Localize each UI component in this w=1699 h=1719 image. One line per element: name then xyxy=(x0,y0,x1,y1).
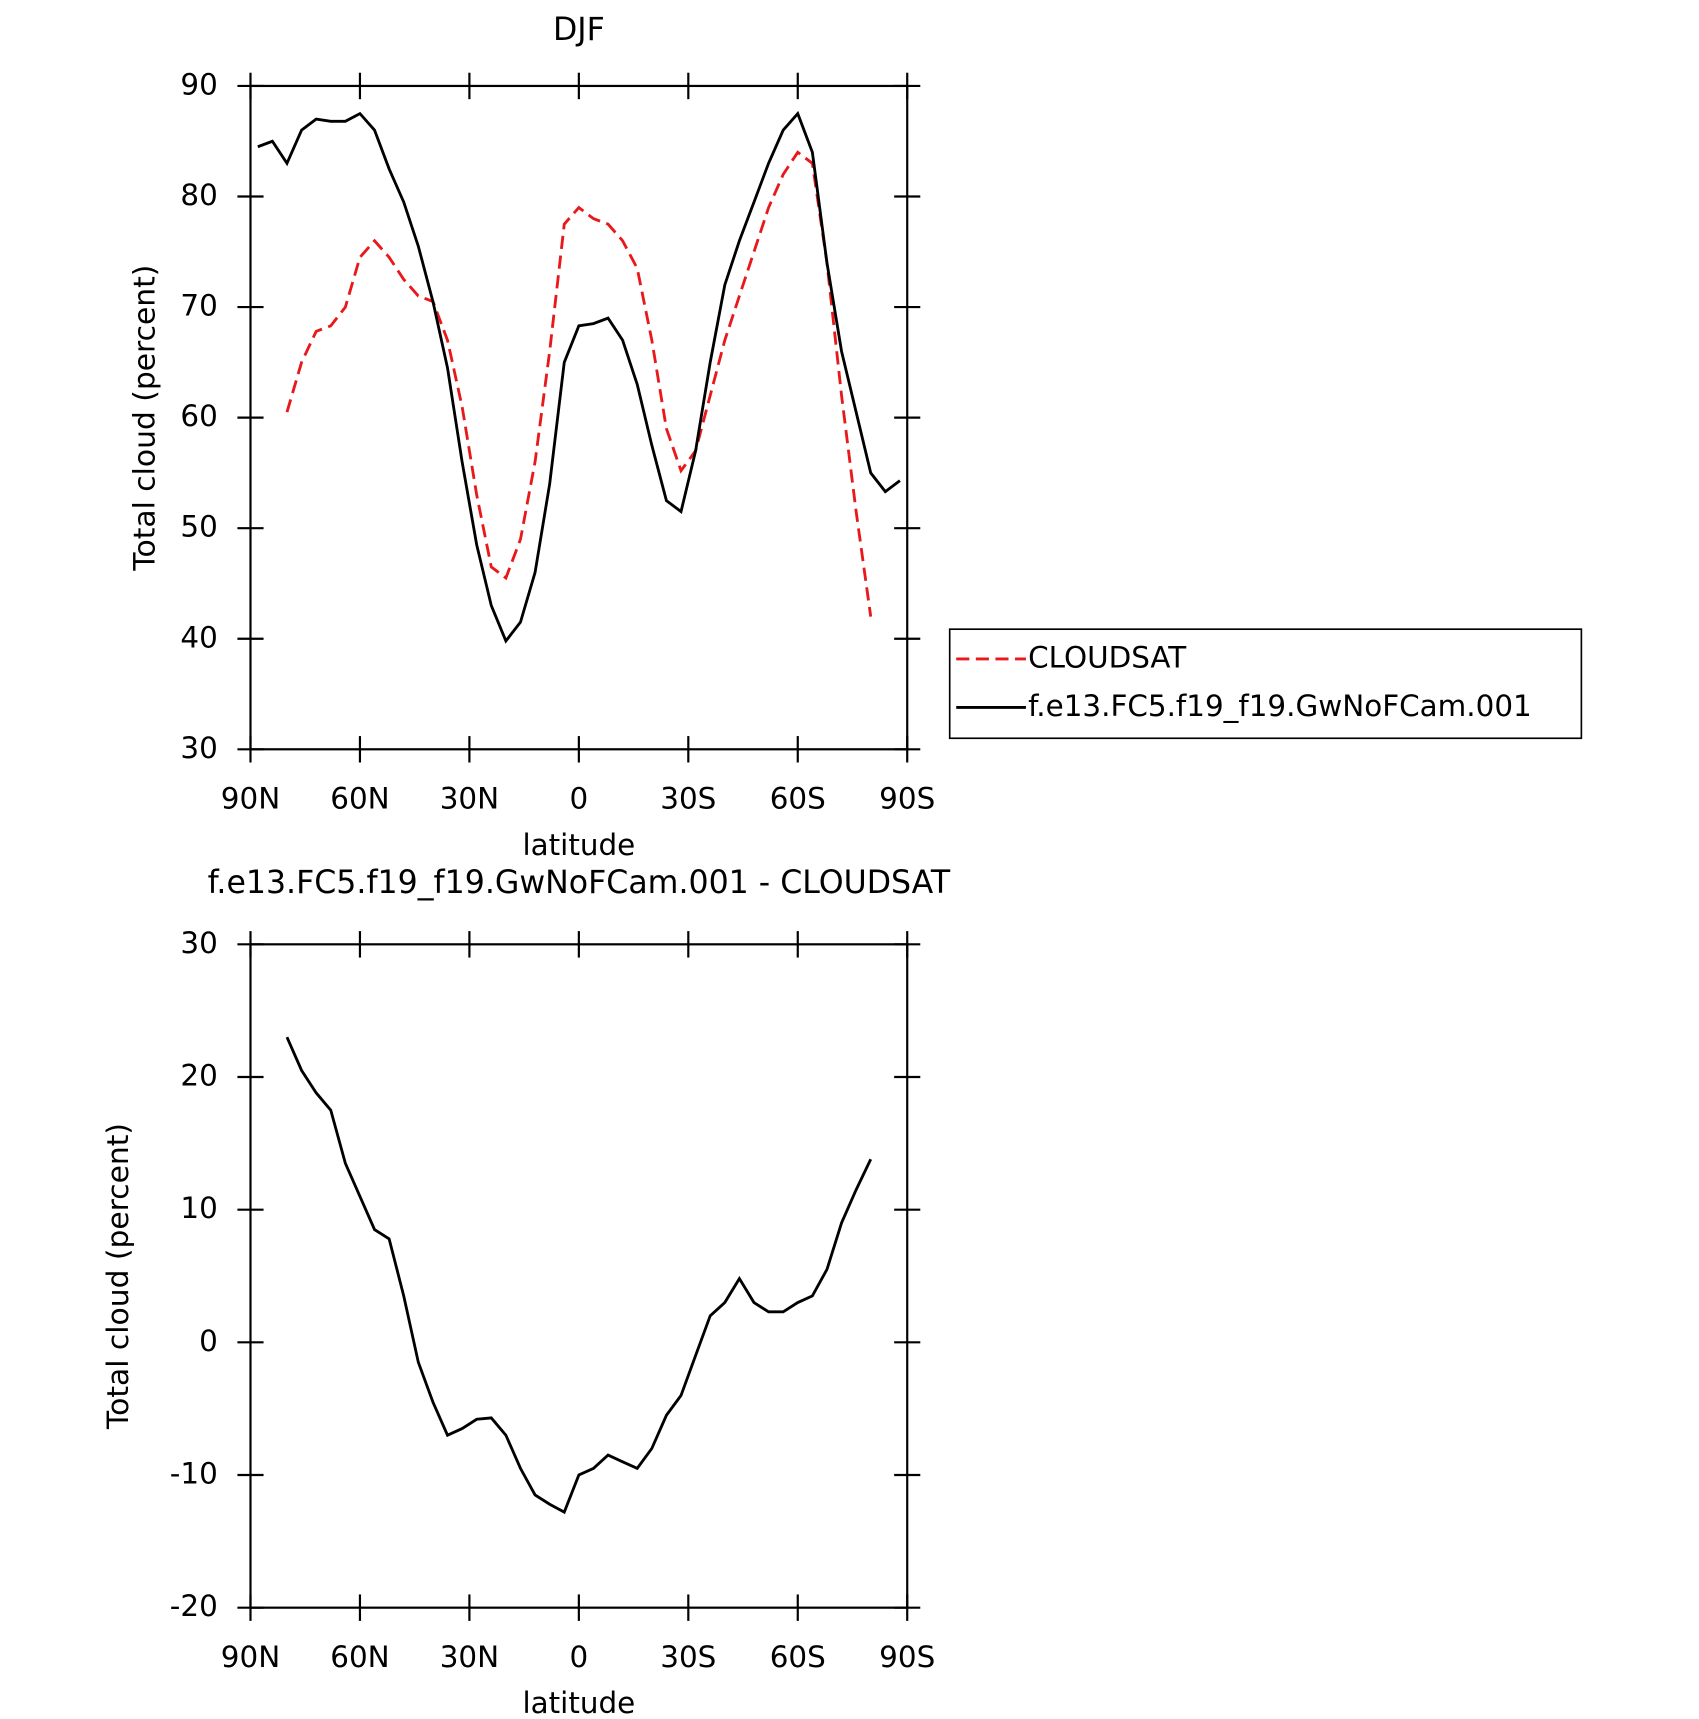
x-tick-label: 30S xyxy=(660,1640,716,1674)
plot-frame xyxy=(249,943,909,1609)
legend-label: CLOUDSAT xyxy=(1028,640,1187,674)
x-tick-label: 60N xyxy=(330,781,389,815)
y-tick-label: 0 xyxy=(199,1324,218,1358)
y-tick-label: 80 xyxy=(180,178,217,212)
x-tick-label: 0 xyxy=(570,1640,589,1674)
legend-box xyxy=(948,628,1583,740)
y-tick-label: 20 xyxy=(180,1058,217,1092)
y-tick-label: -10 xyxy=(170,1456,218,1490)
x-tick-label: 60S xyxy=(770,1640,826,1674)
y-tick-label: 90 xyxy=(180,67,217,101)
data-line xyxy=(285,150,873,617)
y-tick-label: 30 xyxy=(180,926,217,960)
canvas: DJF latitude Total cloud (percent) 30 40 50 60… xyxy=(101,12,1583,1719)
y-tick-label: -20 xyxy=(170,1589,218,1623)
y-tick-label: 10 xyxy=(180,1191,217,1225)
y-axis-label: Total cloud (percent) xyxy=(101,1123,135,1430)
chart-title: DJF xyxy=(553,12,605,48)
y-tick-label: 40 xyxy=(180,620,217,654)
y-tick-label: 30 xyxy=(180,731,217,765)
x-tick-label: 30N xyxy=(440,1640,499,1674)
y-tick-label: 60 xyxy=(180,399,217,433)
x-tick-label: 90S xyxy=(879,1640,935,1674)
x-tick-label: 90S xyxy=(879,781,935,815)
x-tick-label: 30N xyxy=(440,781,499,815)
x-tick-label: 0 xyxy=(570,781,589,815)
y-tick-label: 70 xyxy=(180,288,217,322)
chart-title: f.e13.FC5.f19_f19.GwNoFCam.001 - CLOUDSA… xyxy=(208,865,951,901)
y-axis-label: Total cloud (percent) xyxy=(128,265,162,572)
data-line xyxy=(257,110,901,644)
x-tick-label: 90N xyxy=(221,781,280,815)
x-tick-label: 30S xyxy=(660,781,716,815)
x-tick-label: 90N xyxy=(221,1640,280,1674)
data-line xyxy=(285,1036,873,1515)
x-axis-label: latitude xyxy=(522,1686,635,1719)
y-tick-label: 50 xyxy=(180,510,217,544)
x-tick-label: 60S xyxy=(770,781,826,815)
x-axis-label: latitude xyxy=(522,828,635,862)
plot-frame xyxy=(249,84,909,751)
x-tick-label: 60N xyxy=(330,1640,389,1674)
legend-label: f.e13.FC5.f19_f19.GwNoFCam.001 xyxy=(1028,689,1532,723)
